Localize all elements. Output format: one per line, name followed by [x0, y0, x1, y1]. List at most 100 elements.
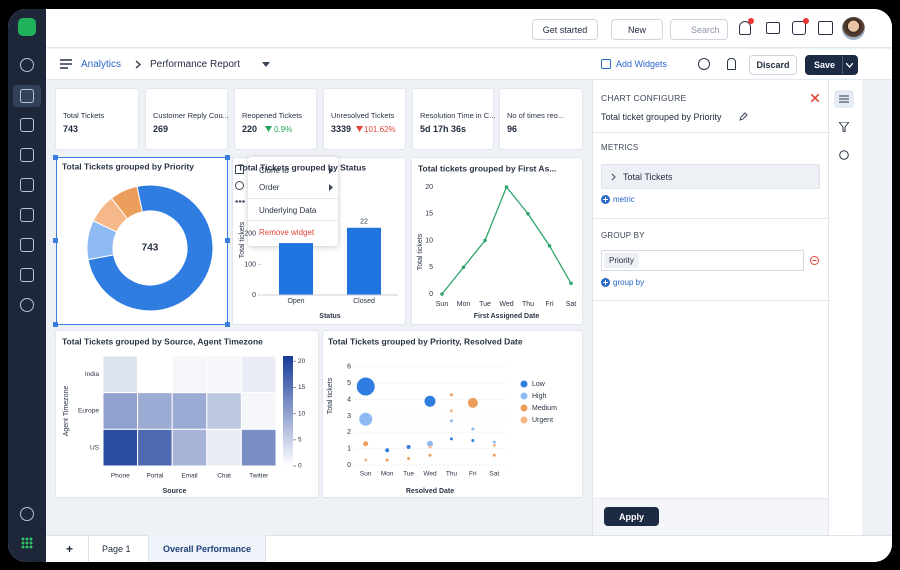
- resize-handle[interactable]: [225, 155, 230, 160]
- notification-icon[interactable]: [739, 21, 751, 35]
- resize-handle[interactable]: [53, 155, 58, 160]
- kpi-card[interactable]: No of times reo... 96: [499, 88, 583, 150]
- breadcrumb-bar: Analytics Performance Report Add Widgets…: [46, 49, 892, 80]
- palette-icon[interactable]: [839, 150, 849, 160]
- resize-handle[interactable]: [225, 238, 230, 243]
- apply-button[interactable]: Apply: [604, 507, 659, 526]
- breadcrumb-parent[interactable]: Analytics: [81, 59, 122, 70]
- add-icon[interactable]: [601, 195, 610, 204]
- add-widgets[interactable]: Add Widgets: [616, 59, 668, 69]
- down-arrow: [265, 126, 272, 132]
- store-icon[interactable]: [818, 21, 833, 35]
- badge: [803, 18, 809, 24]
- remove-icon[interactable]: [810, 256, 819, 265]
- add-group-by[interactable]: group by: [613, 278, 645, 287]
- kpi-card[interactable]: Customer Reply Cou... 269: [145, 88, 229, 150]
- get-started-button[interactable]: Get started: [532, 19, 598, 40]
- kpi-value: 96: [507, 124, 518, 134]
- announce-icon[interactable]: [766, 22, 780, 34]
- nav-icon[interactable]: [20, 238, 34, 252]
- kpi-value: 5d 17h 36s: [420, 124, 467, 134]
- kpi-card[interactable]: Unresolved Tickets 3339 101.62%: [323, 88, 406, 150]
- avatar[interactable]: [842, 17, 865, 40]
- more-icon[interactable]: [235, 200, 245, 203]
- nav-icon[interactable]: [20, 268, 34, 282]
- widget[interactable]: [411, 157, 583, 325]
- menu-item[interactable]: Remove widget: [259, 228, 315, 237]
- kpi-change: 101.62%: [364, 125, 396, 134]
- add-metric[interactable]: metric: [613, 195, 635, 204]
- menu-item[interactable]: Order: [259, 183, 280, 192]
- save-caret[interactable]: [846, 63, 853, 68]
- nav-icon[interactable]: [20, 208, 34, 222]
- kpi-value: 3339: [331, 124, 352, 134]
- nav-icon[interactable]: [20, 298, 34, 312]
- edit-icon[interactable]: [739, 112, 748, 121]
- chevron: [611, 173, 616, 181]
- resize-handle[interactable]: [53, 322, 58, 327]
- config-panel: CHART CONFIGURE Total ticket grouped by …: [592, 80, 829, 535]
- chart-name: Total ticket grouped by Priority: [601, 112, 722, 122]
- widget[interactable]: [322, 330, 583, 498]
- menu-item[interactable]: Underlying Data: [259, 206, 317, 215]
- metrics-label: METRICS: [601, 143, 639, 152]
- help-icon[interactable]: [792, 21, 806, 35]
- breadcrumb-current: Performance Report: [150, 59, 241, 70]
- nav-icon[interactable]: [20, 118, 34, 132]
- logo[interactable]: [18, 18, 36, 36]
- divider: [88, 536, 89, 562]
- metric-row[interactable]: Total Tickets: [601, 164, 820, 189]
- add-icon[interactable]: [601, 278, 610, 287]
- tab[interactable]: Page 1: [102, 544, 131, 554]
- search-box[interactable]: Search: [670, 19, 728, 40]
- badge: [748, 18, 754, 24]
- nav-icon[interactable]: [20, 178, 34, 192]
- apps-icon[interactable]: [21, 537, 33, 549]
- discard-button[interactable]: Discard: [749, 55, 797, 75]
- metric-name: Total Tickets: [623, 172, 673, 182]
- menu-icon[interactable]: [60, 59, 72, 69]
- kpi-value: 220: [242, 124, 258, 134]
- submenu-arrow: [329, 167, 333, 174]
- help-icon[interactable]: [698, 58, 710, 70]
- resize-handle[interactable]: [53, 238, 58, 243]
- save-button[interactable]: Save: [805, 55, 858, 75]
- user-icon[interactable]: [727, 58, 736, 70]
- group-by-label: GROUP BY: [601, 231, 645, 240]
- divider: [248, 220, 338, 221]
- expand-icon[interactable]: [235, 165, 244, 174]
- caret[interactable]: [262, 62, 270, 67]
- panel-tabs: [828, 80, 862, 535]
- filter-icon[interactable]: [839, 122, 849, 132]
- sidebar: [8, 9, 46, 562]
- divider: [593, 132, 829, 133]
- kpi-card[interactable]: Reopened Tickets 220 0.9%: [234, 88, 317, 150]
- widget-selected[interactable]: [56, 157, 228, 325]
- kpi-card[interactable]: Total Tickets 743: [55, 88, 139, 150]
- tab-active[interactable]: Overall Performance: [148, 535, 266, 562]
- close-icon[interactable]: [811, 94, 819, 102]
- add-page[interactable]: +: [66, 542, 74, 556]
- save-label: Save: [814, 60, 836, 70]
- new-button[interactable]: New: [611, 19, 663, 40]
- nav-icon[interactable]: [20, 58, 34, 72]
- divider: [248, 198, 338, 199]
- menu-item[interactable]: Clone to: [259, 166, 289, 175]
- nav-icon[interactable]: [20, 507, 34, 521]
- kpi-card[interactable]: Resolution Time in C... 5d 17h 36s: [412, 88, 495, 150]
- resize-handle[interactable]: [225, 322, 230, 327]
- kpi-label: Customer Reply Cou...: [153, 111, 229, 120]
- down-arrow: [356, 126, 363, 132]
- nav-icon[interactable]: [20, 89, 34, 103]
- divider: [842, 56, 843, 74]
- kpi-label: Total Tickets: [63, 111, 105, 120]
- widget-toolbar: [232, 160, 248, 212]
- page-tabs: + Page 1 Overall Performance: [46, 535, 892, 562]
- group-by-field[interactable]: Priority: [601, 250, 804, 271]
- screen: Get started New Search Analytics Perform…: [8, 9, 892, 562]
- nav-icon[interactable]: [20, 148, 34, 162]
- chart-type-icon[interactable]: [235, 181, 244, 190]
- widget[interactable]: [55, 330, 319, 498]
- sliders-icon: [839, 95, 849, 103]
